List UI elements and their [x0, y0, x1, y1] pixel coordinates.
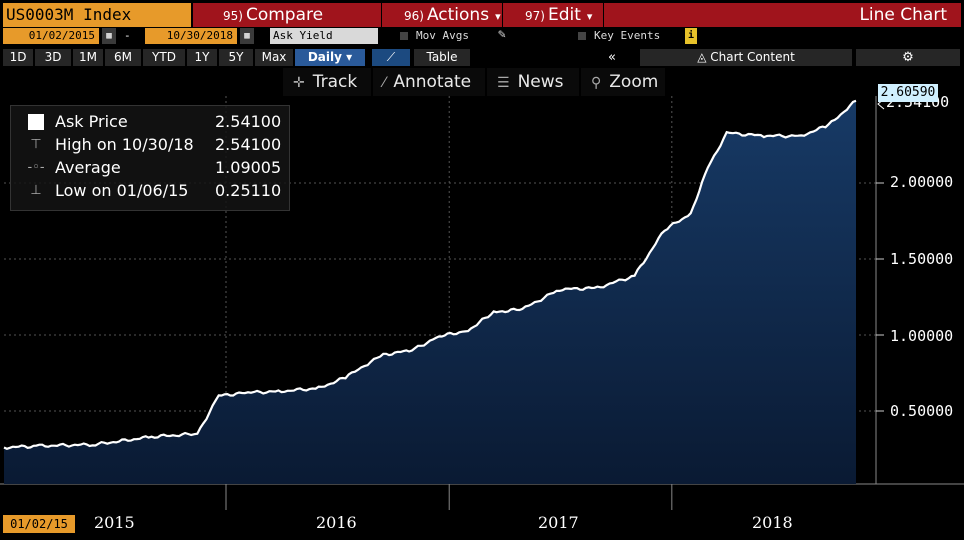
news-icon: ☰ — [497, 75, 510, 91]
price-area — [4, 100, 856, 485]
header-bar: US0003M Index 95) Compare 96) Actions ▾ 97)… — [0, 0, 964, 27]
range-1d-button[interactable]: 1D — [3, 49, 33, 66]
legend-value: 1.09005 — [215, 158, 282, 177]
zoom-label: Zoom — [609, 72, 659, 92]
annotate-button[interactable]: ⁄ Annotate — [373, 68, 485, 96]
key-events-label: Key Events — [594, 29, 661, 42]
high-marker-icon: ⊤ — [30, 137, 42, 152]
key-events-checkbox[interactable] — [578, 32, 586, 40]
chevron-down-icon: ▾ — [586, 10, 593, 23]
range-3d-button[interactable]: 3D — [35, 49, 71, 66]
x-tick-label: 2016 — [316, 513, 357, 532]
range-ytd-button[interactable]: YTD — [143, 49, 185, 66]
chart-content-icon: ◬ — [697, 50, 711, 64]
range-6m-button[interactable]: 6M — [105, 49, 141, 66]
info-icon[interactable]: i — [685, 28, 697, 44]
news-button[interactable]: ☰ News — [487, 68, 579, 96]
frequency-label: Daily — [307, 50, 342, 64]
actions-label: Actions — [426, 5, 490, 25]
compare-button[interactable]: 95) Compare — [193, 3, 381, 27]
legend-value: 0.25110 — [215, 181, 282, 200]
chart-content-tab[interactable]: ◬ Chart Content — [640, 49, 852, 66]
y-tick-label: 2.00000 — [890, 173, 954, 191]
average-marker-icon: -◦- — [27, 160, 45, 175]
range-bar: 1D 3D 1M 6M YTD 1Y 5Y Max Daily ▾ ⟋ Tabl… — [0, 46, 964, 68]
last-value-label: 2.60590 — [878, 84, 938, 102]
start-date-input[interactable]: 01/02/2015 — [3, 28, 99, 44]
legend-value: 2.54100 — [215, 112, 282, 131]
legend-name: Low on 01/06/15 — [55, 181, 189, 200]
table-tab[interactable]: Table — [414, 49, 470, 66]
zoom-button[interactable]: ⚲ Zoom — [581, 68, 665, 96]
y-tick-label: 1.50000 — [890, 250, 954, 268]
legend-name: Average — [55, 158, 121, 177]
square-icon — [21, 111, 51, 138]
range-1m-button[interactable]: 1M — [73, 49, 103, 66]
low-marker-icon: ⊥ — [30, 183, 42, 198]
calendar-icon[interactable]: ▦ — [240, 28, 254, 44]
calendar-icon[interactable]: ▦ — [102, 28, 116, 44]
x-axis: 2015 2016 2017 2018 — [0, 510, 964, 540]
edit-num: 97) — [525, 9, 545, 23]
compare-label: Compare — [245, 5, 324, 25]
track-label: Track — [312, 72, 358, 92]
range-max-button[interactable]: Max — [255, 49, 293, 66]
legend-value: 2.54100 — [215, 135, 282, 154]
mov-avgs-checkbox[interactable] — [400, 32, 408, 40]
date-separator: - — [124, 29, 131, 42]
x-tick-label: 2017 — [538, 513, 579, 532]
x-tick-label: 2018 — [752, 513, 793, 532]
actions-num: 96) — [404, 9, 424, 23]
legend-panel: Ask Price 2.54100 ⊤ High on 10/30/18 2.5… — [10, 105, 290, 211]
edit-label: Edit — [547, 5, 581, 25]
news-label: News — [517, 72, 564, 92]
compare-num: 95) — [223, 9, 243, 23]
range-1y-button[interactable]: 1Y — [187, 49, 217, 66]
chart-view-icon[interactable]: ⟋ — [372, 49, 410, 66]
field-select[interactable]: Ask Yield — [270, 28, 378, 44]
pencil-icon[interactable]: ✎ — [498, 27, 506, 42]
controls-bar: 01/02/2015 ▦ - 10/30/2018 ▦ Ask Yield Mo… — [0, 27, 964, 46]
crosshair-icon: ✛ — [293, 75, 305, 91]
y-tick-label: 0.50000 — [890, 402, 954, 420]
chart-content-label: Chart Content — [710, 50, 795, 64]
ticker-field[interactable]: US0003M Index — [3, 3, 191, 27]
annotate-label: Annotate — [393, 72, 472, 92]
pen-icon: ⁄ — [383, 75, 386, 91]
mov-avgs-label: Mov Avgs — [416, 29, 469, 42]
view-type-label[interactable]: Line Chart — [604, 3, 961, 27]
edit-button[interactable]: 97) Edit ▾ — [503, 3, 603, 27]
magnifier-icon: ⚲ — [591, 75, 602, 91]
legend-name: High on 10/30/18 — [55, 135, 194, 154]
chevron-down-icon: ▾ — [346, 50, 353, 64]
gear-icon[interactable]: ⚙ — [856, 49, 960, 66]
x-tick-label: 2015 — [94, 513, 135, 532]
legend-name: Ask Price — [55, 112, 128, 131]
end-date-input[interactable]: 10/30/2018 — [145, 28, 237, 44]
start-date-badge: 01/02/15 — [3, 515, 75, 533]
range-5y-button[interactable]: 5Y — [219, 49, 253, 66]
track-button[interactable]: ✛ Track — [283, 68, 371, 96]
y-tick-label: 1.00000 — [890, 327, 954, 345]
collapse-icon[interactable]: « — [608, 50, 616, 65]
frequency-select[interactable]: Daily ▾ — [295, 49, 365, 66]
price-line — [3, 99, 857, 450]
chevron-down-icon: ▾ — [495, 10, 501, 23]
actions-button[interactable]: 96) Actions ▾ — [382, 3, 502, 27]
